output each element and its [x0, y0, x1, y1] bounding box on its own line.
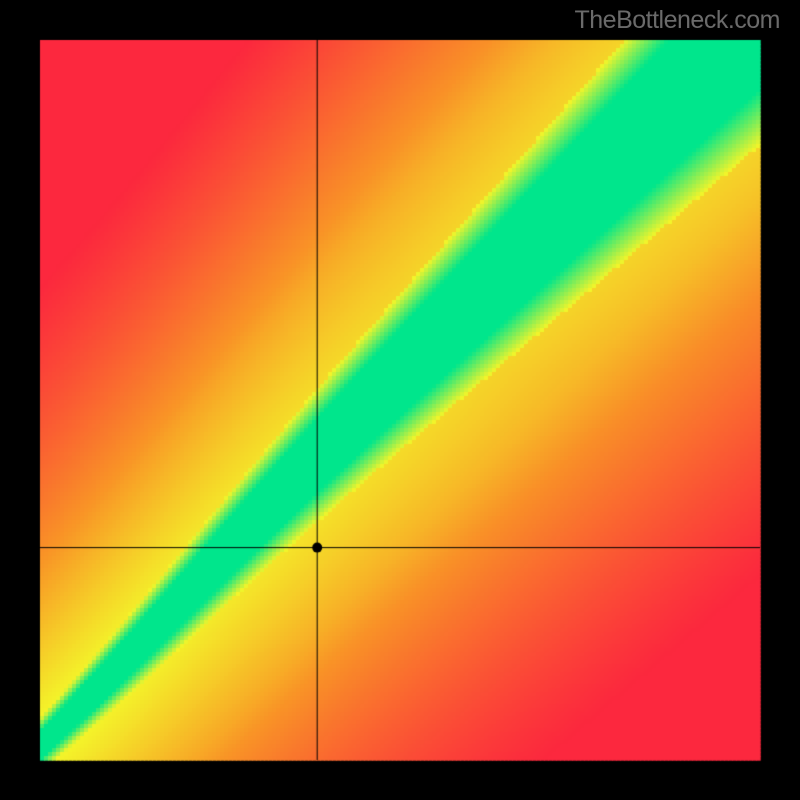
watermark-text: TheBottleneck.com: [575, 6, 781, 35]
bottleneck-heatmap: [0, 0, 800, 800]
